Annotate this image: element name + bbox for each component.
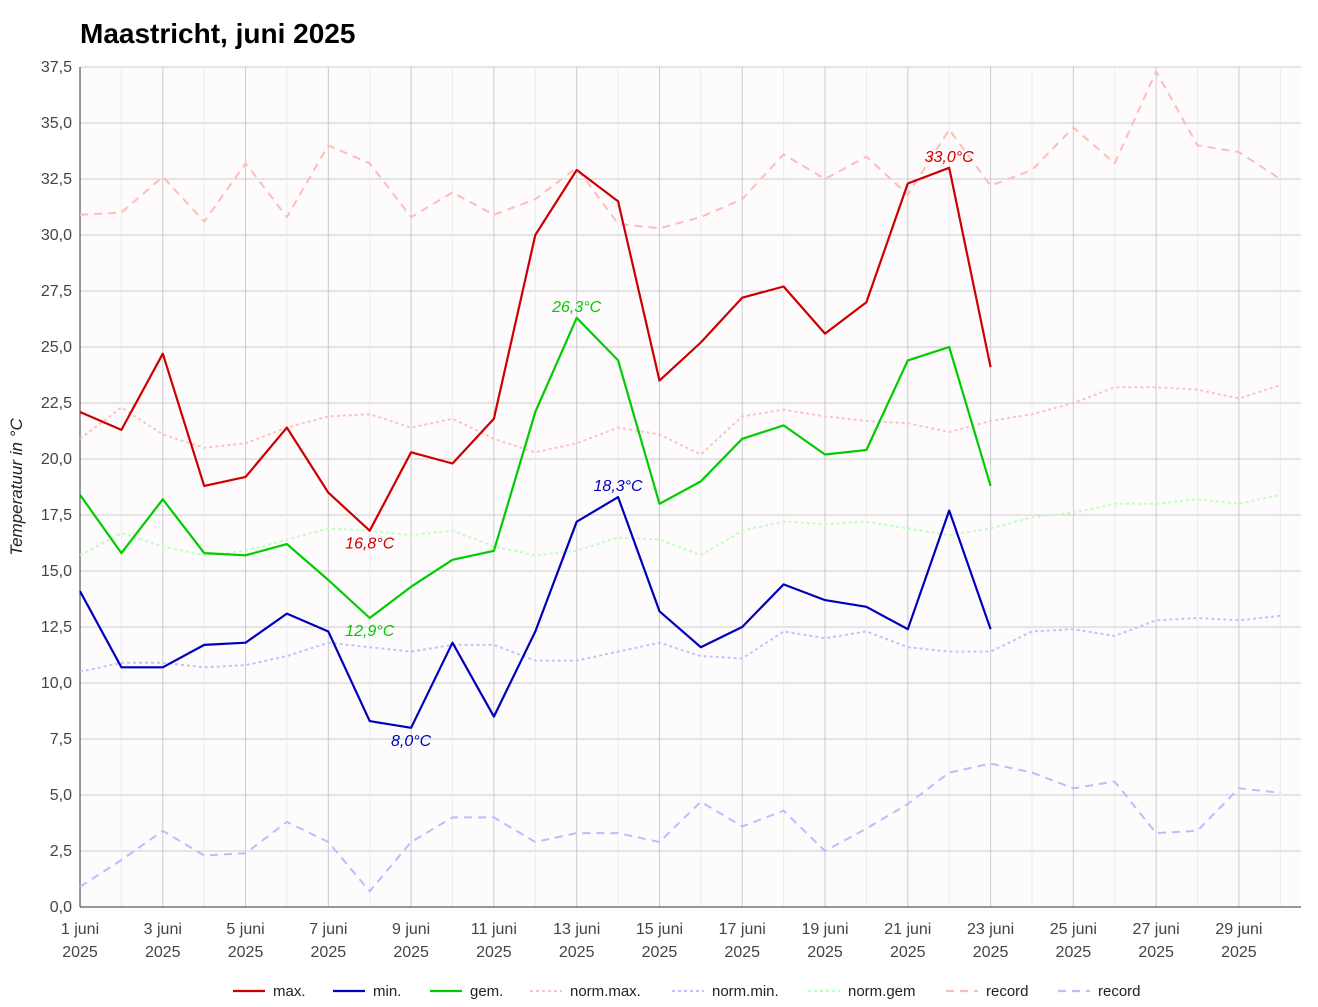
x-tick-year-label: 2025 bbox=[311, 944, 347, 961]
x-tick-label: 17 juni bbox=[719, 921, 766, 938]
x-tick-label: 23 juni bbox=[967, 921, 1014, 938]
y-tick-label: 20,0 bbox=[41, 451, 72, 468]
x-tick-year-label: 2025 bbox=[559, 944, 595, 961]
series-line-min- bbox=[79, 496, 992, 729]
legend-label: gem. bbox=[470, 983, 503, 1000]
x-tick-label: 13 juni bbox=[553, 921, 600, 938]
x-tick-year-label: 2025 bbox=[807, 944, 843, 961]
series-line-norm-max- bbox=[79, 384, 1281, 456]
legend-label: norm.min. bbox=[712, 983, 779, 1000]
series-line-max- bbox=[79, 166, 992, 532]
y-tick-label: 30,0 bbox=[41, 227, 72, 244]
series-line-record bbox=[79, 70, 1281, 230]
y-tick-label: 35,0 bbox=[41, 115, 72, 132]
x-tick-year-label: 2025 bbox=[642, 944, 678, 961]
extreme-value-label: 12,9°C bbox=[345, 623, 395, 640]
x-tick-year-label: 2025 bbox=[1056, 944, 1092, 961]
series-line-norm-gem bbox=[79, 493, 1281, 557]
x-tick-label: 1 juni bbox=[61, 921, 99, 938]
grid-lines bbox=[79, 66, 1301, 908]
legend-label: min. bbox=[373, 983, 401, 1000]
x-tick-year-label: 2025 bbox=[62, 944, 98, 961]
legend: max. min. gem. norm.max. norm.min. norm.gem re… bbox=[233, 983, 1141, 1000]
x-tick-label: 25 juni bbox=[1050, 921, 1097, 938]
y-tick-label: 2,5 bbox=[50, 843, 72, 860]
y-tick-label: 17,5 bbox=[41, 507, 72, 524]
x-tick-label: 5 juni bbox=[226, 921, 264, 938]
x-tick-year-label: 2025 bbox=[973, 944, 1009, 961]
x-tick-year-label: 2025 bbox=[1221, 944, 1257, 961]
y-tick-label: 32,5 bbox=[41, 171, 72, 188]
extreme-value-label: 18,3°C bbox=[594, 478, 644, 495]
y-tick-label: 5,0 bbox=[50, 787, 72, 804]
y-tick-label: 15,0 bbox=[41, 563, 72, 580]
legend-label: record bbox=[1098, 983, 1141, 1000]
legend-label: max. bbox=[273, 983, 306, 1000]
y-tick-label: 37,5 bbox=[41, 59, 72, 76]
legend-label: norm.gem bbox=[848, 983, 916, 1000]
x-tick-label: 29 juni bbox=[1215, 921, 1262, 938]
y-tick-label: 25,0 bbox=[41, 339, 72, 356]
extreme-value-label: 33,0°C bbox=[925, 149, 975, 166]
extreme-value-label: 16,8°C bbox=[345, 536, 395, 553]
y-tick-label: 12,5 bbox=[41, 619, 72, 636]
x-tick-year-label: 2025 bbox=[724, 944, 760, 961]
y-tick-label: 10,0 bbox=[41, 675, 72, 692]
data-annotations: 33,0°C 16,8°C 26,3°C 12,9°C 18,3°C 8,0°C bbox=[345, 149, 974, 750]
y-axis-label: Temperatuur in °C bbox=[7, 418, 26, 556]
x-tick-year-label: 2025 bbox=[228, 944, 264, 961]
y-tick-label: 27,5 bbox=[41, 283, 72, 300]
axes: 0,0 2,5 5,0 7,5 10,0 12,5 15,0 17,5 20,0 22,5 25,0… bbox=[41, 59, 1301, 961]
legend-label: record bbox=[986, 983, 1029, 1000]
chart-title: Maastricht, juni 2025 bbox=[80, 18, 355, 49]
x-tick-label: 27 juni bbox=[1133, 921, 1180, 938]
x-tick-year-label: 2025 bbox=[1138, 944, 1174, 961]
x-tick-label: 9 juni bbox=[392, 921, 430, 938]
y-tick-label: 0,0 bbox=[50, 899, 72, 916]
x-tick-label: 11 juni bbox=[471, 921, 517, 938]
extreme-value-label: 26,3°C bbox=[551, 299, 602, 316]
x-tick-year-label: 2025 bbox=[145, 944, 181, 961]
x-tick-label: 21 juni bbox=[884, 921, 931, 938]
x-tick-label: 7 juni bbox=[309, 921, 347, 938]
y-tick-label: 7,5 bbox=[50, 731, 72, 748]
x-tick-year-label: 2025 bbox=[393, 944, 429, 961]
x-tick-label: 19 juni bbox=[801, 921, 848, 938]
data-series bbox=[79, 70, 1281, 893]
series-line-gem- bbox=[79, 316, 992, 620]
x-tick-year-label: 2025 bbox=[890, 944, 926, 961]
x-tick-label: 15 juni bbox=[636, 921, 683, 938]
x-tick-label: 3 juni bbox=[144, 921, 182, 938]
legend-label: norm.max. bbox=[570, 983, 641, 1000]
extreme-value-label: 8,0°C bbox=[391, 733, 432, 750]
x-tick-year-label: 2025 bbox=[476, 944, 512, 961]
y-tick-label: 22,5 bbox=[41, 395, 72, 412]
